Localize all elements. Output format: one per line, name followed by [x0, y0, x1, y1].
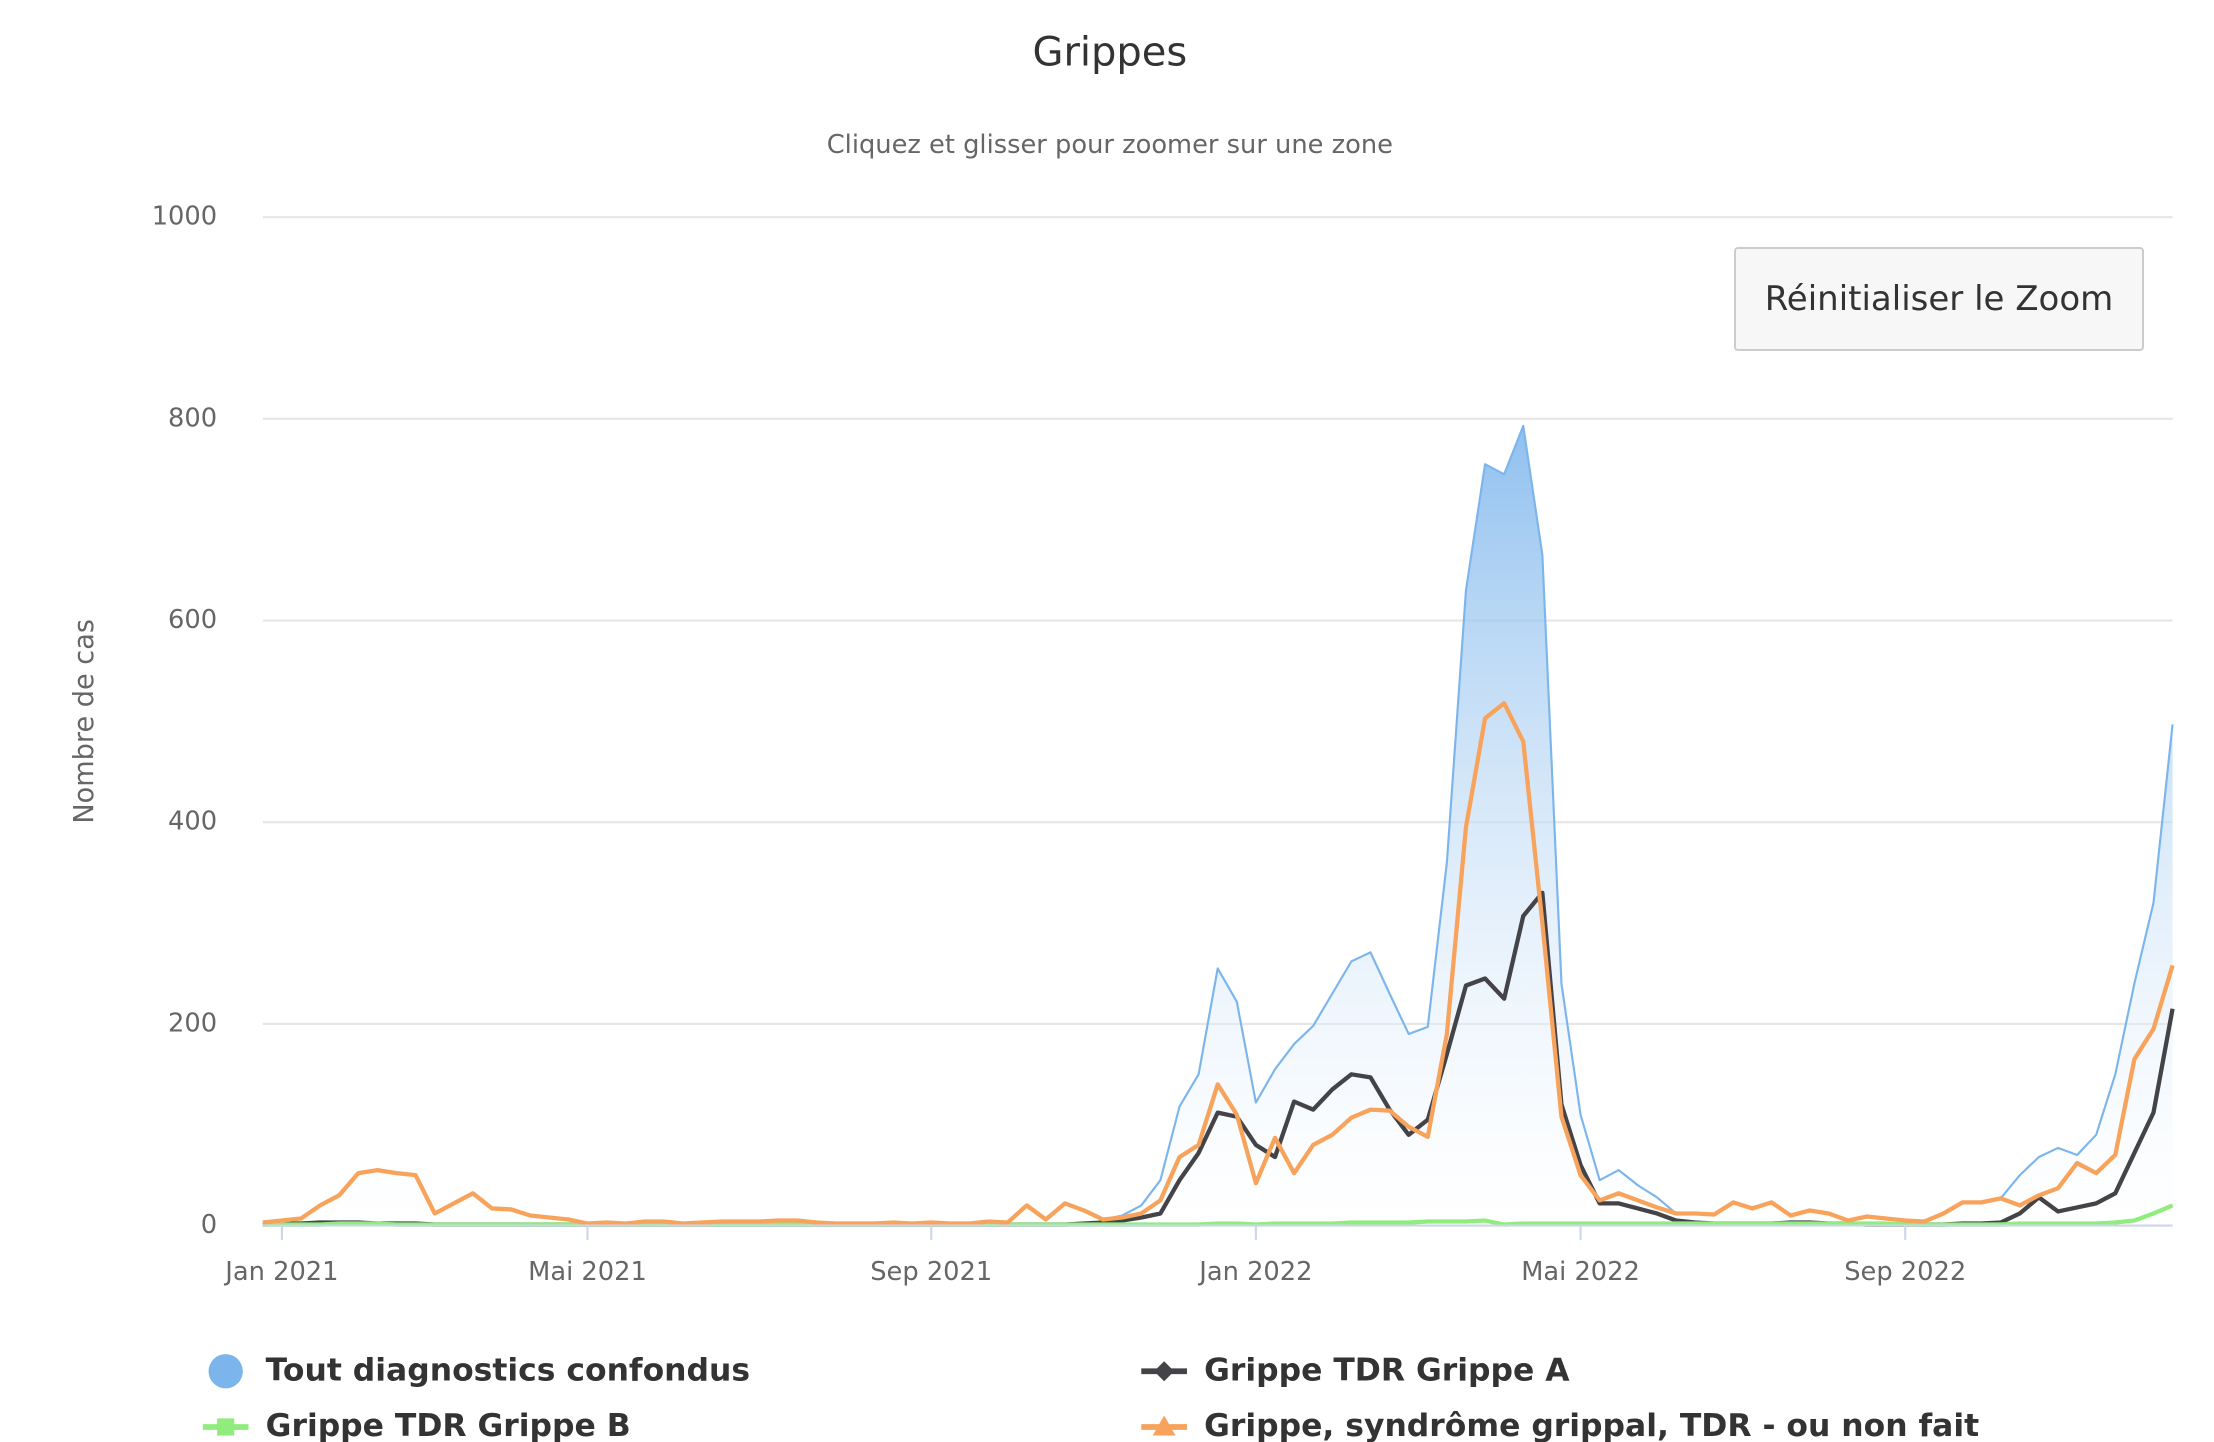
chart-title: Grippes — [1032, 29, 1187, 75]
legend-label: Grippe TDR Grippe B — [266, 1408, 631, 1442]
legend-item[interactable]: Grippe TDR Grippe B — [202, 1408, 631, 1442]
y-tick-label: 400 — [168, 807, 217, 837]
reset-zoom-button[interactable]: Réinitialiser le Zoom — [1734, 247, 2144, 351]
legend-symbol — [208, 1354, 243, 1389]
x-tick-label: Jan 2021 — [223, 1257, 338, 1287]
legend-item[interactable]: Tout diagnostics confondus — [208, 1352, 751, 1389]
series-area — [262, 425, 2173, 1226]
y-tick-label: 0 — [201, 1210, 217, 1240]
x-tick-label: Jan 2022 — [1197, 1257, 1312, 1287]
chart-subtitle: Cliquez et glisser pour zoomer sur une z… — [827, 130, 1393, 160]
x-axis: Jan 2021 Mai 2021 Sep 2021 Jan 2022 Mai 2022… — [223, 1224, 2173, 1287]
legend-item[interactable]: Grippe, syndrôme grippal, TDR - ou non f… — [1141, 1408, 1979, 1442]
y-tick-label: 1000 — [152, 202, 217, 232]
legend-item[interactable]: Grippe TDR Grippe A — [1141, 1352, 1570, 1388]
legend: Tout diagnostics confondus Grippe TDR Gri… — [202, 1352, 1979, 1442]
plot-area — [262, 424, 2175, 1227]
x-tick-label: Sep 2021 — [870, 1257, 992, 1287]
legend-symbol — [1152, 1415, 1176, 1436]
y-tick-label: 600 — [168, 605, 217, 635]
legend-symbol — [1154, 1361, 1175, 1382]
y-tick-label: 200 — [168, 1008, 217, 1038]
legend-label: Tout diagnostics confondus — [266, 1352, 750, 1388]
grid: 0 200 400 600 800 1000 — [152, 202, 2173, 1240]
y-axis-title: Nombre de cas — [69, 619, 100, 824]
x-tick-label: Sep 2022 — [1844, 1257, 1966, 1287]
x-tick-label: Mai 2022 — [1521, 1257, 1640, 1287]
legend-symbol — [217, 1418, 235, 1436]
x-tick-label: Mai 2021 — [528, 1257, 647, 1287]
y-tick-label: 800 — [168, 403, 217, 433]
legend-label: Grippe, syndrôme grippal, TDR - ou non f… — [1204, 1408, 1979, 1442]
legend-label: Grippe TDR Grippe A — [1204, 1352, 1570, 1388]
series-line — [262, 701, 2175, 1226]
